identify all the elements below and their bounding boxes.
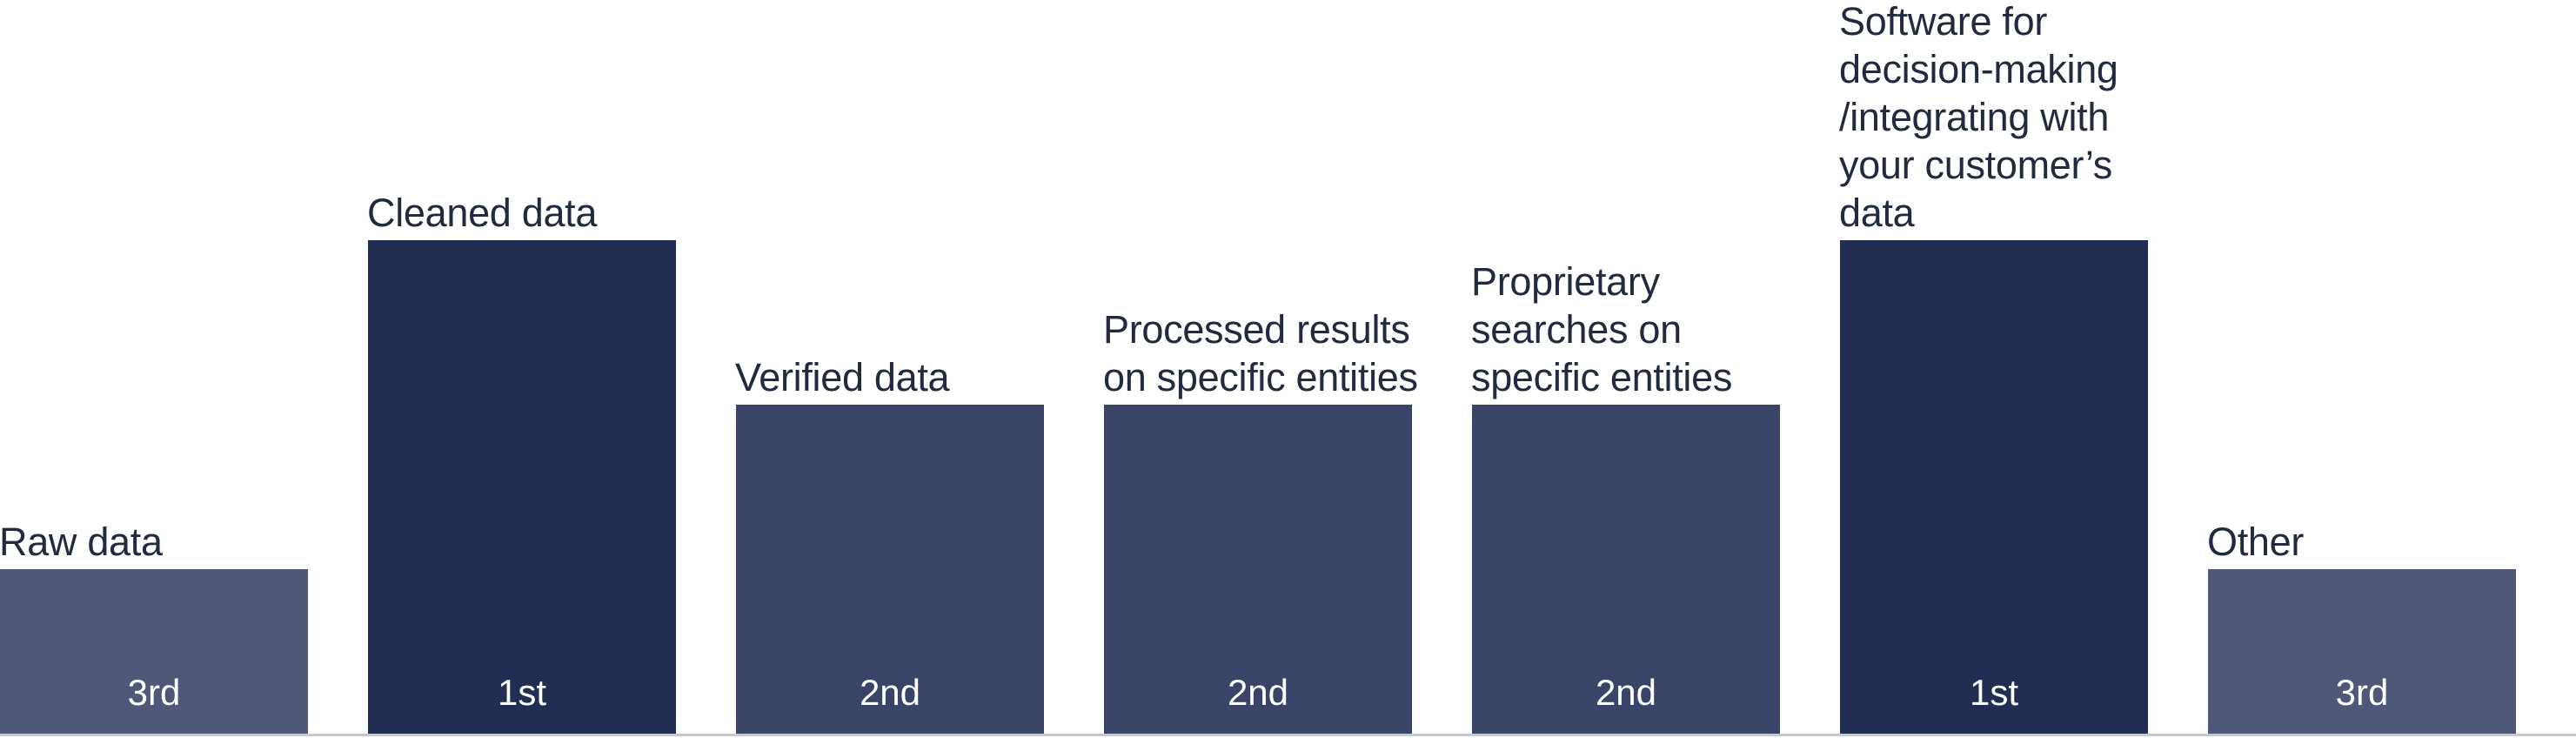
category-label: Other xyxy=(2207,520,2305,564)
category-label: Software for decision-making /integratin… xyxy=(1839,0,2118,235)
bar-3: 2nd xyxy=(736,405,1044,734)
data-label: 2nd xyxy=(1227,672,1289,713)
data-label: 3rd xyxy=(127,672,181,713)
data-label: 3rd xyxy=(2335,672,2389,713)
category-label: Raw data xyxy=(0,520,163,564)
bar-5: 2nd xyxy=(1472,405,1780,734)
bar-2: 1st xyxy=(368,240,676,734)
bar-4: 2nd xyxy=(1104,405,1412,734)
x-axis-baseline xyxy=(0,734,2576,736)
bar-1: 3rd xyxy=(0,569,308,734)
bar-7: 3rd xyxy=(2208,569,2516,734)
category-label: Proprietary searches on specific entitie… xyxy=(1471,259,1733,399)
data-label: 2nd xyxy=(1595,672,1657,713)
data-label: 1st xyxy=(497,672,547,713)
data-label: 2nd xyxy=(859,672,921,713)
data-label: 1st xyxy=(1969,672,2019,713)
category-label: Verified data xyxy=(735,355,950,399)
category-label: Cleaned data xyxy=(367,191,598,235)
bar-6: 1st xyxy=(1840,240,2148,734)
category-label: Processed results on specific entities xyxy=(1103,307,1418,399)
